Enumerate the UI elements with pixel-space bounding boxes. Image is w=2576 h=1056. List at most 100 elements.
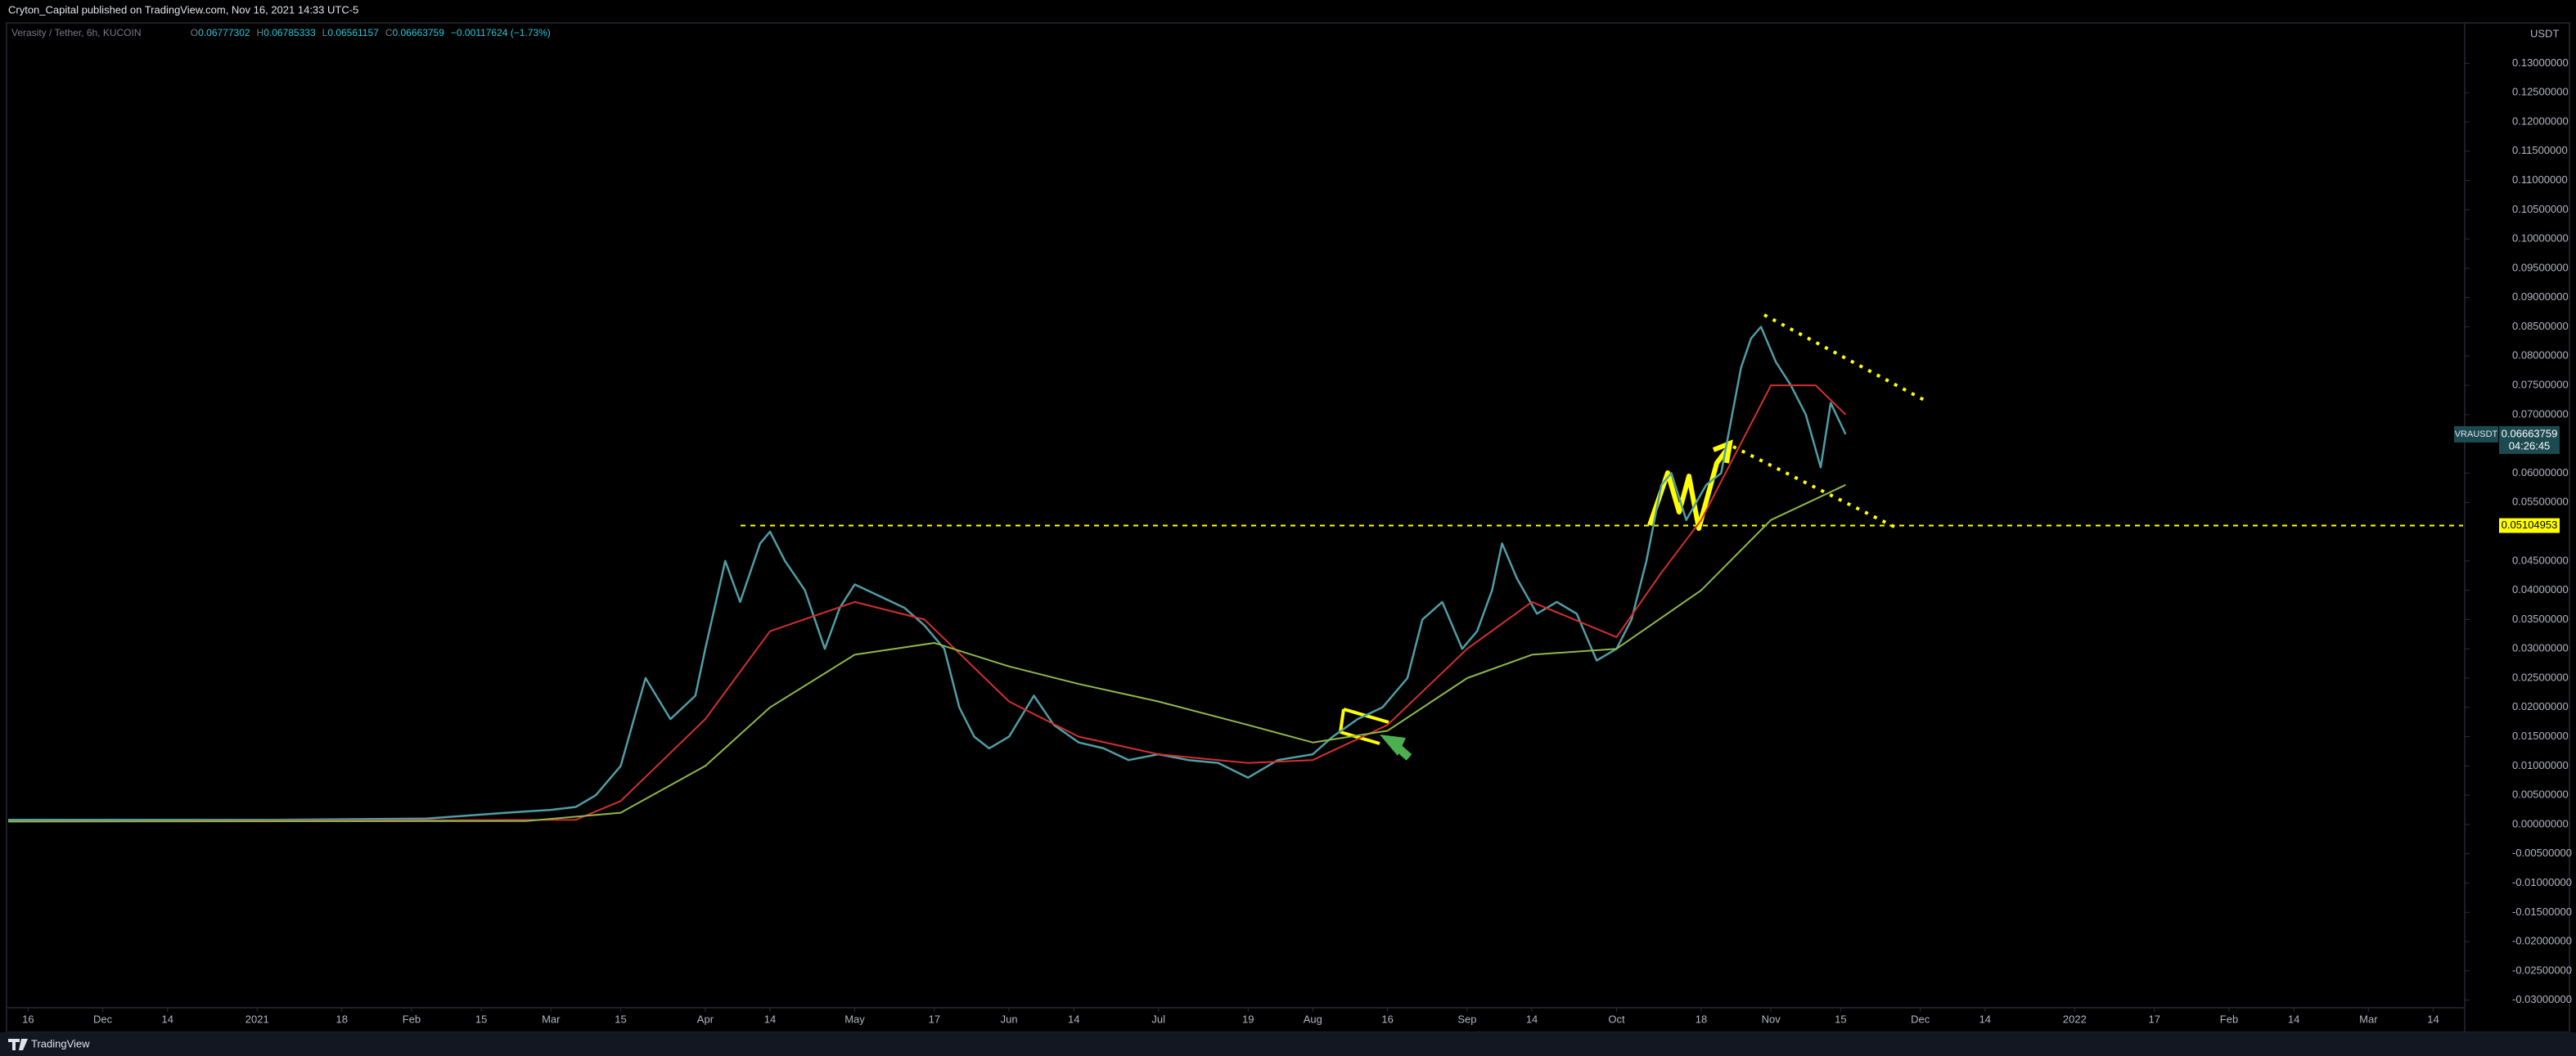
ohlc-key: C (385, 27, 393, 38)
x-tick-label: 14 (764, 1013, 776, 1025)
y-tick-label: 0.06000000 (2512, 466, 2569, 479)
y-tick-label: 0.00500000 (2512, 789, 2569, 801)
x-tick-label: 15 (1835, 1013, 1846, 1025)
x-tick-label: May (844, 1013, 865, 1025)
y-tick-label: 0.08000000 (2512, 349, 2569, 362)
y-tick-label: 0.00000000 (2512, 817, 2569, 829)
y-tick-label: 0.10500000 (2512, 203, 2569, 215)
x-tick-label: 16 (22, 1013, 34, 1025)
series-line (8, 326, 1847, 821)
countdown-label: 04:26:45 (2509, 439, 2551, 452)
flag-line (1339, 708, 1345, 733)
annotations (1339, 313, 1930, 761)
y-tick-label: 0.11500000 (2512, 144, 2568, 156)
price-box (2499, 425, 2560, 454)
trend-line (1763, 313, 1930, 404)
x-tick-label: 14 (2427, 1013, 2439, 1025)
ohlc-values: O0.06777302 H0.06785333 L0.06561157 C0.0666… (191, 27, 551, 38)
x-tick-label: Dec (1911, 1013, 1930, 1025)
x-tick-label: Feb (2220, 1013, 2238, 1025)
y-tick-label: -0.02000000 (2512, 935, 2572, 947)
zigzag-arrow (1712, 439, 1733, 464)
series-line (7, 483, 1846, 823)
y-tick-label: 0.08500000 (2512, 320, 2569, 332)
y-tick-label: -0.01500000 (2512, 905, 2572, 918)
x-tick-label: 17 (2148, 1013, 2159, 1025)
y-tick-label: 0.01500000 (2512, 730, 2569, 742)
x-tick-label: Mar (2359, 1013, 2378, 1025)
ohlc-legend: O0.06777302 H0.06785333 L0.06561157 C0.0666… (191, 27, 551, 38)
y-tick-label: 0.04000000 (2512, 583, 2569, 595)
zigzag (1647, 448, 1729, 531)
y-tick-label: 0.03000000 (2512, 642, 2569, 654)
x-tick-label: 2021 (245, 1013, 269, 1025)
x-tick-label: Dec (93, 1013, 113, 1025)
y-tick-label: -0.00500000 (2512, 847, 2572, 859)
x-tick-label: 14 (2288, 1013, 2299, 1025)
y-tick-label: 0.07500000 (2512, 379, 2569, 391)
x-tick-label: 14 (1979, 1013, 1991, 1025)
x-tick-label: Nov (1762, 1013, 1781, 1025)
header: Cryton_Capital published on TradingView.… (8, 3, 358, 16)
symbol-label: VRAUSDT (2455, 429, 2498, 439)
x-tick-label: Mar (542, 1013, 561, 1025)
ohlc-value: 0.06777302 (198, 27, 250, 38)
price-label: 0.06663759 (2502, 427, 2558, 439)
x-tick-label: 15 (615, 1013, 626, 1025)
x-tick-label: 2022 (2063, 1013, 2087, 1025)
x-tick-label: 14 (1068, 1013, 1079, 1025)
x-tick-label: 18 (336, 1013, 347, 1025)
x-tick-label: 14 (161, 1013, 173, 1025)
trend-line (1732, 445, 1898, 530)
ohlc-value: 0.06561157 (327, 27, 379, 38)
y-tick-label: 0.12000000 (2512, 115, 2569, 127)
x-tick-label: 15 (475, 1013, 487, 1025)
y-tick-label: 0.01000000 (2512, 759, 2569, 771)
ohlc-key: H (257, 27, 264, 38)
ohlc-key: L (322, 27, 328, 38)
footer-bar (0, 1032, 2576, 1056)
y-tick-label: -0.02500000 (2512, 964, 2572, 976)
y-tick-label: 0.05500000 (2512, 496, 2569, 508)
series-line (7, 384, 1847, 823)
footer: TradingView (31, 1037, 90, 1049)
y-tick-label: 0.07000000 (2512, 407, 2569, 420)
ohlc-key: O (191, 27, 198, 38)
x-tick-label: Sep (1457, 1013, 1476, 1025)
y-tick-label: 0.09500000 (2512, 261, 2569, 273)
x-tick-label: Feb (403, 1013, 421, 1025)
symbol-box (2454, 425, 2498, 443)
ohlc-change: −0.00117624 (−1.73%) (451, 27, 551, 38)
y-tick-label: -0.01000000 (2512, 876, 2572, 888)
x-tick-label: 19 (1242, 1013, 1254, 1025)
x-tick-label: 17 (929, 1013, 940, 1025)
x-tick-label: Oct (1608, 1013, 1625, 1025)
x-tick-label: 14 (1526, 1013, 1538, 1025)
x-tick-label: Apr (697, 1013, 714, 1025)
y-tick-label: 0.13000000 (2512, 56, 2569, 69)
y-tick-label: 0.03500000 (2512, 613, 2569, 625)
ohlc-value: 0.06663759 (393, 27, 445, 38)
y-tick-label: 0.02500000 (2512, 671, 2569, 683)
x-tick-label: 16 (1381, 1013, 1393, 1025)
x-tick-label: 18 (1696, 1013, 1707, 1025)
symbol-title: Verasity / Tether, 6h, KUCOIN (11, 27, 142, 38)
y-tick-label: 0.09000000 (2512, 290, 2569, 303)
logo (8, 1039, 28, 1050)
y-tick-label: 0.11000000 (2512, 173, 2568, 186)
x-tick-label: Jul (1151, 1013, 1165, 1025)
currency-label: USDT (2530, 27, 2559, 39)
y-tick-label: 0.10000000 (2512, 232, 2569, 245)
header-bar (0, 0, 2576, 21)
x-tick-label: Jun (1001, 1013, 1018, 1025)
ohlc-value: 0.06785333 (263, 27, 316, 38)
level-box (2499, 518, 2560, 533)
x-tick-label: Aug (1304, 1013, 1322, 1025)
y-tick-label: 0.04500000 (2512, 554, 2569, 566)
y-tick-label: -0.03000000 (2512, 993, 2572, 1005)
level-label: 0.05104953 (2502, 519, 2558, 531)
y-tick-label: 0.12500000 (2512, 86, 2569, 98)
